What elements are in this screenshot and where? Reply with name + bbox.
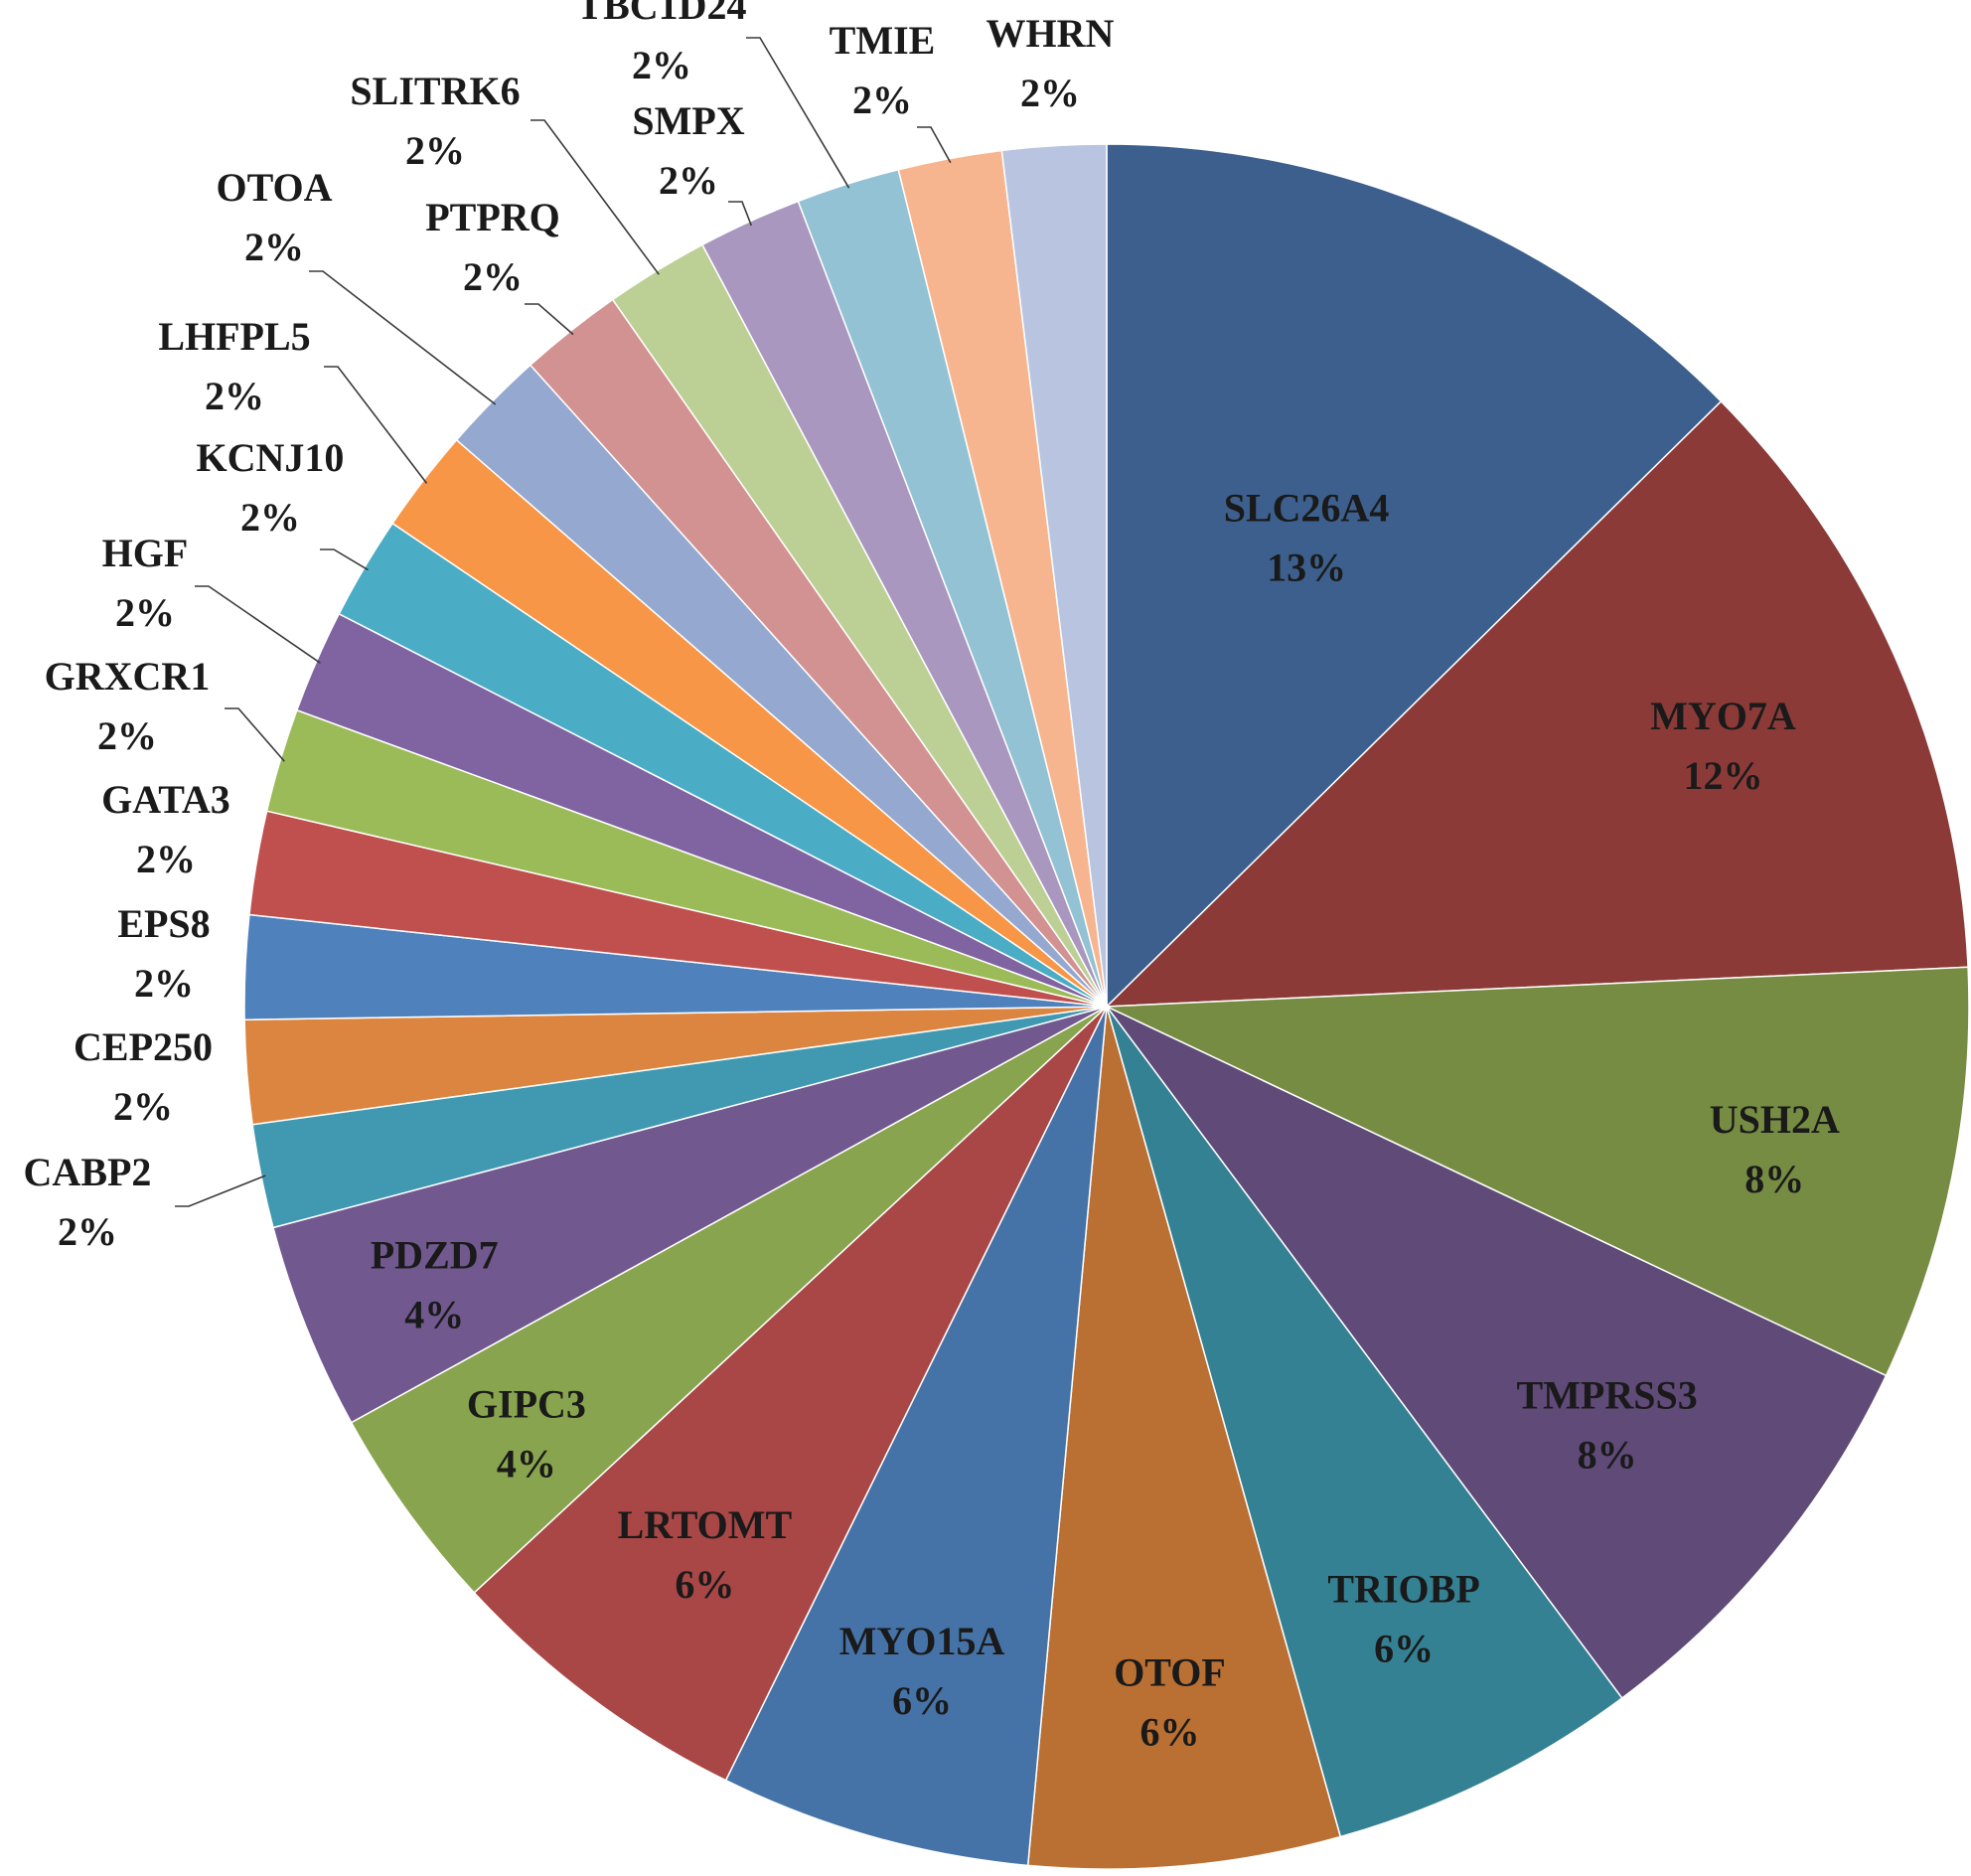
slice-percent-lrtomt: 6% <box>675 1562 734 1607</box>
slice-percent-cabp2: 2% <box>58 1209 117 1254</box>
slice-percent-otoa: 2% <box>244 225 304 269</box>
slice-percent-grxcr1: 2% <box>97 713 157 758</box>
slice-label-myo15a: MYO15A <box>839 1619 1005 1663</box>
leader-line-hgf <box>195 585 321 664</box>
slice-label-cep250: CEP250 <box>74 1024 213 1069</box>
leader-line-kcnj10 <box>320 548 369 571</box>
slice-percent-pdzd7: 4% <box>404 1292 464 1336</box>
slice-myo7a <box>1105 399 1969 1008</box>
slice-percent-gipc3: 4% <box>497 1442 556 1486</box>
slice-percent-otof: 6% <box>1140 1710 1200 1755</box>
leader-line-smpx <box>728 201 753 227</box>
slice-label-otoa: OTOA <box>216 165 332 210</box>
slice-percent-myo7a: 12% <box>1684 753 1763 798</box>
slice-otof <box>1026 1006 1342 1870</box>
slice-lrtomt <box>473 1006 1108 1782</box>
slice-label-lrtomt: LRTOMT <box>618 1502 793 1547</box>
slice-label-slitrk6: SLITRK6 <box>350 69 520 113</box>
slice-myo15a <box>724 1006 1108 1867</box>
slice-percent-whrn: 2% <box>1020 71 1080 115</box>
slice-label-eps8: EPS8 <box>117 901 210 946</box>
slice-percent-tmie: 2% <box>852 78 912 122</box>
slice-label-slc26a4: SLC26A4 <box>1224 486 1390 531</box>
leader-line-ptprq <box>525 303 574 336</box>
leader-line-cabp2 <box>175 1174 266 1207</box>
slice-label-otof: OTOF <box>1114 1650 1226 1695</box>
slice-label-ptprq: PTPRQ <box>425 195 560 239</box>
slice-percent-smpx: 2% <box>659 158 718 203</box>
slice-label-grxcr1: GRXCR1 <box>45 654 211 699</box>
slice-label-gipc3: GIPC3 <box>467 1382 586 1427</box>
slice-label-myo7a: MYO7A <box>1650 694 1796 738</box>
leader-lines <box>175 37 952 1207</box>
slice-ush2a <box>1106 966 1970 1377</box>
slice-percent-kcnj10: 2% <box>240 495 300 540</box>
leader-line-slitrk6 <box>531 119 660 275</box>
slice-percent-triobp: 6% <box>1374 1626 1434 1670</box>
slice-percent-tbc1d24: 2% <box>632 43 691 87</box>
slice-percent-slc26a4: 13% <box>1267 546 1346 590</box>
slice-percent-eps8: 2% <box>134 961 194 1006</box>
leader-line-tbc1d24 <box>746 37 850 189</box>
leader-line-lhfpl5 <box>324 366 428 484</box>
pie-slices <box>243 143 1970 1870</box>
slice-triobp <box>1106 1006 1623 1838</box>
slice-percent-ptprq: 2% <box>463 254 523 299</box>
slice-percent-ush2a: 8% <box>1744 1157 1804 1201</box>
slice-percent-gata3: 2% <box>136 837 196 881</box>
slice-tmprss3 <box>1106 1006 1888 1699</box>
slice-label-ush2a: USH2A <box>1710 1097 1840 1142</box>
slice-label-tbc1d24: TBC1D24 <box>576 0 746 28</box>
slice-slc26a4 <box>1106 143 1723 1009</box>
slice-label-gata3: GATA3 <box>101 777 230 822</box>
slice-percent-hgf: 2% <box>115 590 175 635</box>
slice-label-tmprss3: TMPRSS3 <box>1516 1373 1697 1418</box>
slice-label-pdzd7: PDZD7 <box>371 1232 499 1277</box>
slice-labels: SLC26A4 13% MYO7A 12% USH2A 8% TMPRSS3 8% TRIOBP… <box>24 0 1840 1755</box>
slice-gipc3 <box>350 1006 1108 1594</box>
slice-label-kcnj10: KCNJ10 <box>197 435 345 480</box>
slice-whrn <box>1000 143 1108 1008</box>
slice-label-triobp: TRIOBP <box>1327 1566 1479 1611</box>
leader-line-grxcr1 <box>225 707 285 762</box>
slice-label-cabp2: CABP2 <box>24 1150 152 1194</box>
slice-label-smpx: SMPX <box>632 98 744 143</box>
slice-label-whrn: WHRN <box>986 11 1115 56</box>
leader-line-otoa <box>309 270 497 405</box>
slice-percent-myo15a: 6% <box>892 1678 952 1723</box>
slice-percent-lhfpl5: 2% <box>205 374 264 418</box>
leader-line-tmie <box>917 126 952 164</box>
slice-percent-slitrk6: 2% <box>405 128 465 173</box>
slice-pdzd7 <box>272 1006 1108 1424</box>
slice-percent-tmprss3: 8% <box>1578 1433 1637 1478</box>
slice-percent-cep250: 2% <box>113 1084 173 1129</box>
slice-label-lhfpl5: LHFPL5 <box>158 314 310 359</box>
slice-label-hgf: HGF <box>102 531 189 575</box>
slice-label-tmie: TMIE <box>830 18 936 63</box>
